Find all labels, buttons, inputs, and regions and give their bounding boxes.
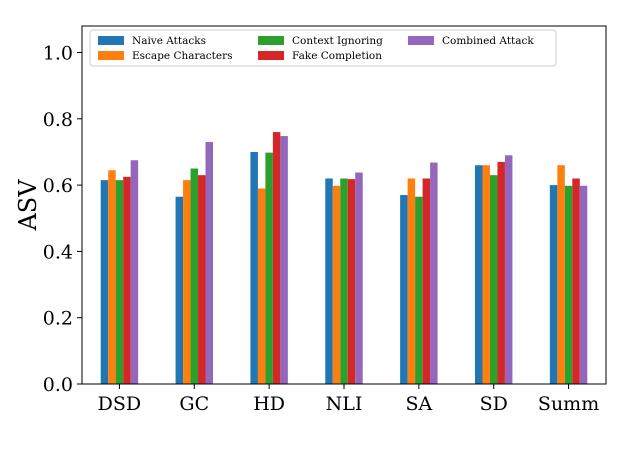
bar-sa-fake-completion <box>422 178 431 384</box>
bar-sd-combined-attack <box>504 155 513 384</box>
y-axis-label: ASV <box>14 179 42 232</box>
legend-swatch <box>258 51 284 60</box>
bar-sd-naive-attacks <box>475 165 483 384</box>
bar-hd-combined-attack <box>280 136 288 384</box>
bar-gc-combined-attack <box>205 142 213 384</box>
bar-gc-escape-characters <box>183 180 191 384</box>
bar-sa-combined-attack <box>430 162 438 384</box>
legend-entry-naive-attacks: Naive Attacks <box>132 35 206 47</box>
bar-nli-context-ignoring <box>340 178 348 384</box>
bar-dsd-combined-attack <box>130 160 139 384</box>
bar-sa-context-ignoring <box>415 196 423 384</box>
bar-sa-naive-attacks <box>400 195 408 384</box>
legend-entry-context-ignoring: Context Ignoring <box>292 35 383 47</box>
bar-gc-context-ignoring <box>190 168 199 384</box>
x-tick-label: NLI <box>326 393 363 415</box>
x-tick-label: DSD <box>98 393 141 415</box>
bar-nli-combined-attack <box>355 172 363 384</box>
x-tick-label: GC <box>179 393 209 415</box>
x-axis: DSD GC HD NLI SA SD Summ <box>98 384 599 415</box>
bar-summ-naive-attacks <box>549 185 558 384</box>
bar-hd-fake-completion <box>272 132 281 384</box>
bar-hd-escape-characters <box>257 188 266 384</box>
bar-summ-context-ignoring <box>564 185 573 384</box>
bar-sd-escape-characters <box>482 165 490 384</box>
bar-summ-combined-attack <box>579 185 588 384</box>
legend-entry-combined-attack: Combined Attack <box>442 35 534 47</box>
legend-swatch <box>408 36 434 45</box>
bar-dsd-context-ignoring <box>115 180 124 384</box>
bar-sd-fake-completion <box>497 161 505 384</box>
legend-entry-fake-completion: Fake Completion <box>292 50 382 62</box>
y-tick-label: 0.0 <box>43 374 73 396</box>
legend-swatch <box>98 36 124 45</box>
y-axis: 0.0 0.2 0.4 0.6 0.8 1.0 <box>43 43 82 396</box>
bar-dsd-naive-attacks <box>100 180 109 384</box>
legend-swatch <box>98 51 124 60</box>
bar-sd-context-ignoring <box>489 175 498 384</box>
x-tick-label: SD <box>480 393 508 415</box>
legend-box <box>89 29 557 67</box>
x-tick-label: SA <box>405 393 432 415</box>
bar-summ-fake-completion <box>572 178 580 384</box>
bar-summ-escape-characters <box>557 165 565 384</box>
bar-nli-naive-attacks <box>325 178 333 384</box>
bar-dsd-fake-completion <box>123 176 131 384</box>
bar-gc-naive-attacks <box>175 196 184 384</box>
bar-nli-escape-characters <box>332 185 341 384</box>
legend: Naive Attacks Escape Characters Context Ig… <box>89 29 557 67</box>
bars-layer <box>100 132 588 384</box>
legend-entry-escape-characters: Escape Characters <box>132 50 233 62</box>
y-tick-label: 0.8 <box>43 109 73 131</box>
x-tick-label: HD <box>253 393 285 415</box>
y-tick-label: 0.6 <box>43 175 73 197</box>
bar-hd-naive-attacks <box>250 151 258 384</box>
bar-nli-fake-completion <box>347 179 356 384</box>
y-tick-label: 0.2 <box>43 308 73 330</box>
legend-swatch <box>258 36 284 45</box>
x-tick-label: Summ <box>538 393 599 415</box>
bar-dsd-escape-characters <box>108 170 116 384</box>
bar-gc-fake-completion <box>198 175 206 384</box>
bar-hd-context-ignoring <box>265 152 273 384</box>
y-tick-label: 1.0 <box>43 43 73 65</box>
bar-sa-escape-characters <box>407 178 416 384</box>
y-tick-label: 0.4 <box>43 241 73 263</box>
